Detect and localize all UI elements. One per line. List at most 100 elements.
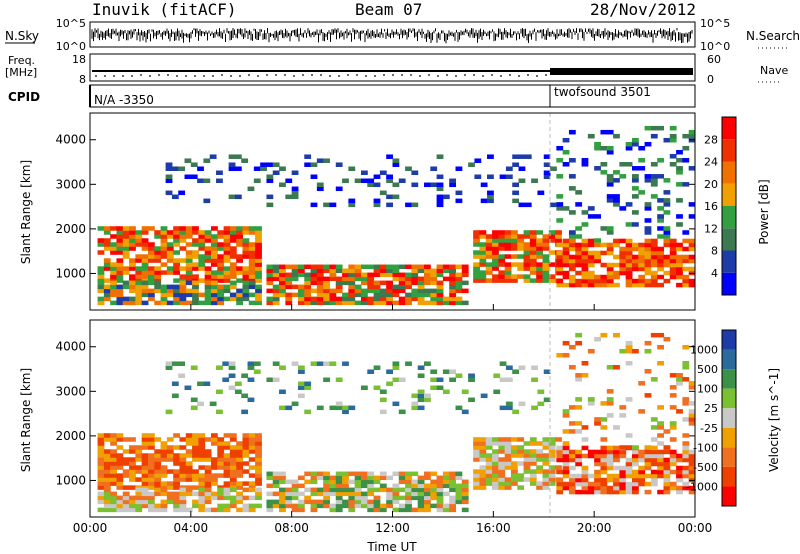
echo-cell bbox=[348, 280, 356, 286]
velocity-colorbar-swatch bbox=[722, 349, 736, 370]
echo-cell bbox=[663, 210, 671, 215]
echo-cell bbox=[594, 469, 601, 475]
echo-cell bbox=[323, 491, 330, 497]
echo-cell bbox=[650, 437, 658, 442]
echo-cell bbox=[529, 254, 537, 259]
echo-cell bbox=[236, 258, 244, 263]
echo-cell bbox=[529, 262, 537, 267]
echo-cell bbox=[625, 340, 633, 346]
echo-cell bbox=[613, 332, 620, 338]
echo-cell bbox=[304, 280, 312, 286]
echo-cell bbox=[236, 238, 244, 243]
echo-cell bbox=[141, 266, 149, 271]
echo-cell bbox=[562, 457, 570, 463]
echo-cell bbox=[669, 469, 677, 475]
nave-sample bbox=[320, 74, 322, 76]
echo-cell bbox=[644, 258, 652, 264]
echo-cell bbox=[600, 457, 608, 463]
echo-cell bbox=[556, 485, 564, 491]
velocity-colorbar-label: Velocity [m s^-1] bbox=[767, 368, 781, 472]
echo-cell bbox=[285, 280, 293, 286]
echo-cell bbox=[504, 481, 512, 486]
echo-cell bbox=[417, 393, 425, 399]
echo-cell bbox=[141, 246, 149, 251]
beam-title: Beam 07 bbox=[355, 0, 423, 19]
echo-cell bbox=[103, 499, 111, 505]
echo-cell bbox=[266, 174, 274, 180]
echo-cell bbox=[179, 457, 187, 462]
echo-cell bbox=[430, 503, 438, 509]
echo-cell bbox=[405, 483, 412, 489]
echo-cell bbox=[542, 262, 550, 267]
echo-cell bbox=[141, 461, 149, 466]
echo-cell bbox=[179, 292, 187, 298]
echo-cell bbox=[272, 361, 280, 366]
echo-cell bbox=[129, 495, 136, 501]
echo-cell bbox=[405, 479, 412, 485]
echo-cell bbox=[103, 262, 111, 267]
y-tick-label: 4000 bbox=[55, 340, 86, 354]
echo-cell bbox=[154, 234, 162, 239]
echo-cell bbox=[562, 449, 570, 455]
echo-cell bbox=[568, 230, 576, 235]
echo-cell bbox=[147, 274, 155, 279]
echo-cell bbox=[97, 250, 105, 255]
echo-cell bbox=[329, 268, 337, 274]
echo-cell bbox=[411, 401, 419, 407]
echo-cell bbox=[197, 381, 204, 387]
echo-cell bbox=[154, 465, 162, 470]
echo-cell bbox=[178, 373, 186, 378]
echo-cell bbox=[154, 481, 162, 486]
echo-cell bbox=[663, 270, 671, 276]
echo-cell bbox=[411, 495, 419, 501]
echo-cell bbox=[498, 230, 506, 235]
nave-sample bbox=[491, 74, 493, 76]
echo-cell bbox=[449, 182, 457, 188]
echo-cell bbox=[657, 461, 664, 467]
echo-cell bbox=[173, 453, 180, 458]
echo-cell bbox=[631, 254, 639, 260]
echo-cell bbox=[581, 477, 589, 483]
echo-cell bbox=[310, 507, 318, 513]
echo-cell bbox=[367, 479, 375, 485]
echo-cell bbox=[173, 461, 180, 466]
echo-cell bbox=[594, 254, 601, 260]
echo-cell bbox=[242, 280, 250, 286]
echo-cell bbox=[223, 441, 231, 446]
echo-cell bbox=[211, 258, 218, 263]
echo-cell bbox=[291, 491, 299, 497]
echo-cell bbox=[179, 495, 187, 501]
echo-cell bbox=[185, 242, 193, 247]
echo-cell bbox=[291, 268, 299, 274]
echo-cell bbox=[529, 246, 537, 251]
echo-cell bbox=[192, 445, 199, 450]
echo-cell bbox=[619, 481, 627, 487]
echo-cell bbox=[487, 194, 494, 200]
freq-label-line1: Freq. bbox=[8, 54, 35, 67]
echo-cell bbox=[657, 125, 664, 131]
echo-cell bbox=[154, 300, 162, 306]
echo-cell bbox=[154, 258, 162, 263]
echo-cell bbox=[504, 477, 512, 482]
echo-cell bbox=[657, 266, 664, 272]
echo-cell bbox=[272, 170, 280, 176]
echo-cell bbox=[211, 507, 218, 513]
echo-cell bbox=[518, 178, 526, 184]
echo-cell bbox=[122, 270, 130, 275]
echo-cell bbox=[247, 365, 255, 370]
echo-cell bbox=[129, 280, 136, 286]
echo-cell bbox=[504, 274, 512, 279]
echo-cell bbox=[229, 503, 237, 509]
echo-cell bbox=[135, 491, 143, 497]
echo-cell bbox=[575, 190, 583, 195]
echo-cell bbox=[587, 258, 595, 264]
echo-cell bbox=[498, 234, 506, 239]
echo-cell bbox=[116, 485, 124, 490]
echo-cell bbox=[204, 296, 212, 302]
echo-cell bbox=[424, 397, 431, 403]
echo-cell bbox=[657, 332, 664, 338]
echo-cell bbox=[310, 288, 318, 294]
freq-label-line2: [MHz] bbox=[5, 66, 37, 79]
echo-cell bbox=[411, 479, 419, 485]
echo-cell bbox=[676, 469, 683, 475]
